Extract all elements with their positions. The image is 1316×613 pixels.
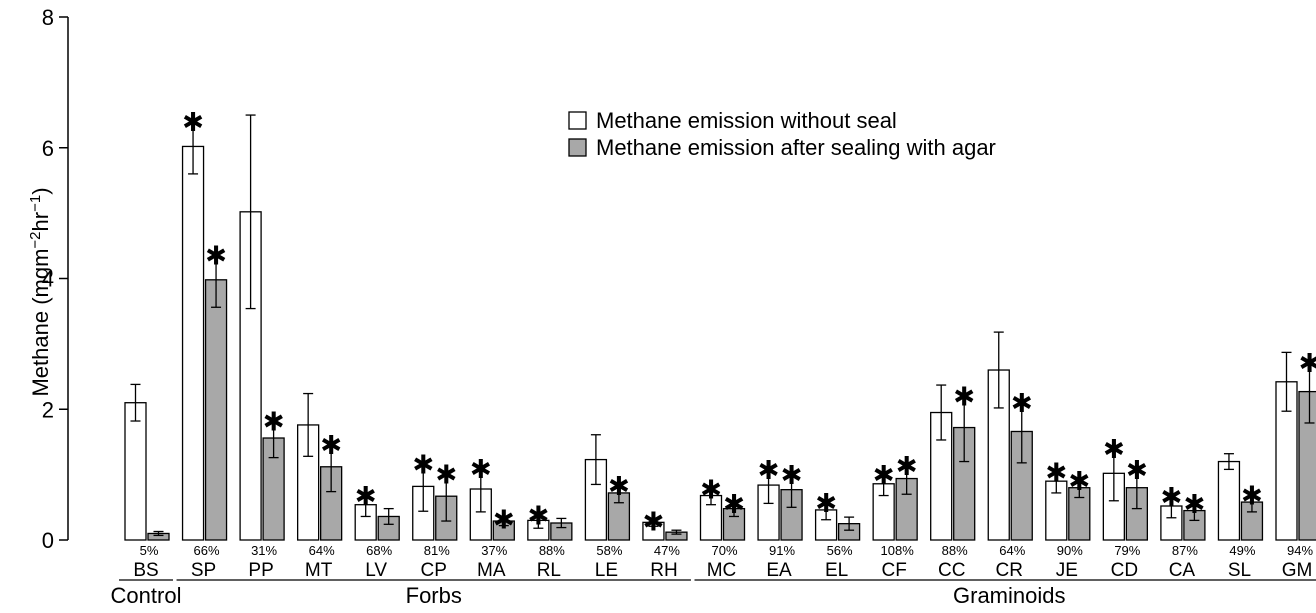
category-label: CR	[996, 560, 1023, 581]
bar-without-seal	[181, 145, 205, 541]
bar-with-agar	[204, 279, 228, 541]
significance-star: ✱	[1184, 490, 1206, 520]
category-label: CC	[938, 560, 965, 581]
percent-label: 79%	[1114, 543, 1140, 558]
category-label: CD	[1111, 560, 1138, 581]
category-label: PP	[248, 560, 273, 581]
significance-markers: ✱✱✱✱✱✱ ✱ ✱✱ ✱✱✱✱ ✱✱ ✱✱✱ ✱✱ ✱✱ ✱✱✱✱ ✱ ✱✱	[182, 108, 1316, 537]
significance-star: ✱	[1299, 349, 1316, 379]
bar-with-agar	[1298, 390, 1316, 541]
percent-label: 87%	[1172, 543, 1198, 558]
category-label: MA	[477, 560, 506, 581]
legend-label: Methane emission after sealing with agar	[596, 135, 996, 160]
significance-star: ✱	[896, 452, 918, 482]
category-groups: Control Forbs Graminoids	[111, 579, 1316, 608]
category-label: EA	[766, 560, 792, 581]
significance-star: ✱	[643, 507, 665, 537]
percent-label: 88%	[942, 543, 968, 558]
category-label: MT	[305, 560, 333, 581]
category-label: EL	[825, 560, 848, 581]
percent-label: 58%	[596, 543, 622, 558]
significance-star: ✱	[1011, 389, 1033, 419]
category-label: BS	[133, 560, 158, 581]
significance-star: ✱	[320, 431, 342, 461]
category-label: MC	[707, 560, 737, 581]
y-axis-title: Methane (mgm−2hr−1)	[27, 187, 53, 396]
category-label: CA	[1169, 560, 1196, 581]
significance-star: ✱	[815, 489, 837, 519]
category-label: GM	[1282, 560, 1313, 581]
group-label: Graminoids	[953, 583, 1065, 608]
bar-without-seal	[124, 402, 147, 541]
percent-label: 64%	[309, 543, 335, 558]
percent-label: 68%	[366, 543, 392, 558]
percent-label: 91%	[769, 543, 795, 558]
significance-star: ✱	[608, 472, 630, 502]
y-tick-label: 0	[42, 528, 54, 553]
category-label: CP	[421, 560, 447, 581]
category-label: LE	[595, 560, 618, 581]
significance-star: ✱	[873, 461, 895, 491]
percent-label: 94%	[1287, 543, 1313, 558]
y-axis: 0 2 4 6 8	[42, 5, 69, 553]
significance-star: ✱	[758, 456, 780, 486]
significance-star: ✱	[1045, 458, 1067, 488]
category-label: RL	[537, 560, 561, 581]
bar-without-seal	[1217, 460, 1241, 541]
significance-star: ✱	[1103, 435, 1125, 465]
significance-star: ✱	[1126, 456, 1148, 486]
percent-label: 5%	[140, 543, 159, 558]
percent-label: 90%	[1057, 543, 1083, 558]
significance-star: ✱	[1161, 483, 1183, 513]
category-label: LV	[365, 560, 387, 581]
group-label: Control	[111, 583, 182, 608]
y-tick-label: 8	[42, 5, 54, 30]
significance-star: ✱	[781, 461, 803, 491]
legend-swatch	[568, 111, 587, 130]
significance-star: ✱	[527, 502, 549, 532]
significance-star: ✱	[355, 482, 377, 512]
y-tick-label: 6	[42, 136, 54, 161]
significance-star: ✱	[953, 383, 975, 413]
group-label: Forbs	[406, 583, 462, 608]
significance-star: ✱	[493, 505, 515, 535]
error-bars	[130, 114, 1315, 537]
significance-star: ✱	[700, 475, 722, 505]
percent-label: 47%	[654, 543, 680, 558]
significance-star: ✱	[1241, 481, 1263, 511]
percent-label: 108%	[881, 543, 915, 558]
significance-star: ✱	[435, 460, 457, 490]
significance-star: ✱	[412, 451, 434, 481]
significance-star: ✱	[263, 407, 285, 437]
category-label: JE	[1056, 560, 1078, 581]
percent-label: 70%	[711, 543, 737, 558]
significance-star: ✱	[1068, 467, 1090, 497]
category-label: RH	[650, 560, 677, 581]
legend-label: Methane emission without seal	[596, 108, 897, 133]
category-label: CF	[881, 560, 906, 581]
category-label: SP	[191, 560, 216, 581]
percent-label: 49%	[1229, 543, 1255, 558]
significance-star: ✱	[182, 108, 204, 138]
percent-label: 37%	[481, 543, 507, 558]
significance-star: ✱	[205, 241, 227, 271]
x-axis-labels: 5% BS 66% SP 31% PP 64% MT 68% LV 81% CP 37% MA 88% RL 5…	[133, 543, 1313, 581]
percent-label: 64%	[999, 543, 1025, 558]
percent-label: 81%	[424, 543, 450, 558]
significance-star: ✱	[723, 490, 745, 520]
significance-star: ✱	[470, 455, 492, 485]
percent-label: 88%	[539, 543, 565, 558]
percent-label: 56%	[827, 543, 853, 558]
percent-label: 66%	[194, 543, 220, 558]
legend-swatch	[568, 138, 587, 157]
category-label: SL	[1228, 560, 1251, 581]
y-tick-label: 4	[42, 267, 54, 292]
y-tick-label: 2	[42, 397, 54, 422]
percent-label: 31%	[251, 543, 277, 558]
